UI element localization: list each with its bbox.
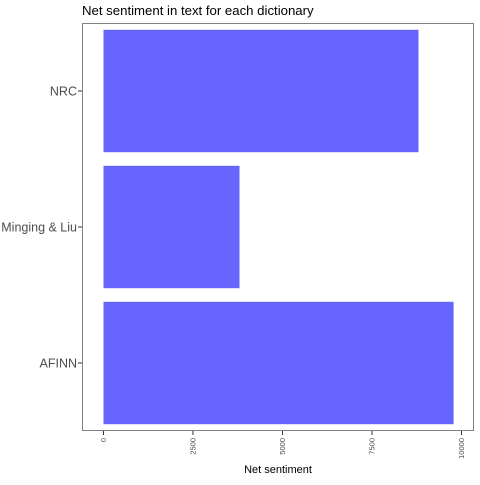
y-tick-label-0: NRC [50, 85, 77, 99]
x-tick-label-3: 7500 [367, 438, 376, 455]
x-tick-label-0: 0 [99, 438, 108, 442]
bar-2 [103, 301, 454, 425]
x-tick-label-1: 2500 [188, 438, 197, 455]
y-tick-label-2: AFINN [40, 357, 78, 371]
x-axis-label: Net sentiment [244, 464, 312, 476]
x-tick-label-4: 10000 [457, 438, 466, 459]
chart-title: Net sentiment in text for each dictionar… [82, 3, 314, 18]
bar-0 [103, 29, 419, 153]
bar-1 [103, 165, 240, 289]
x-tick-label-2: 5000 [278, 438, 287, 455]
panel-border [82, 23, 474, 431]
y-tick-label-1: Minging & Liu [1, 221, 77, 235]
